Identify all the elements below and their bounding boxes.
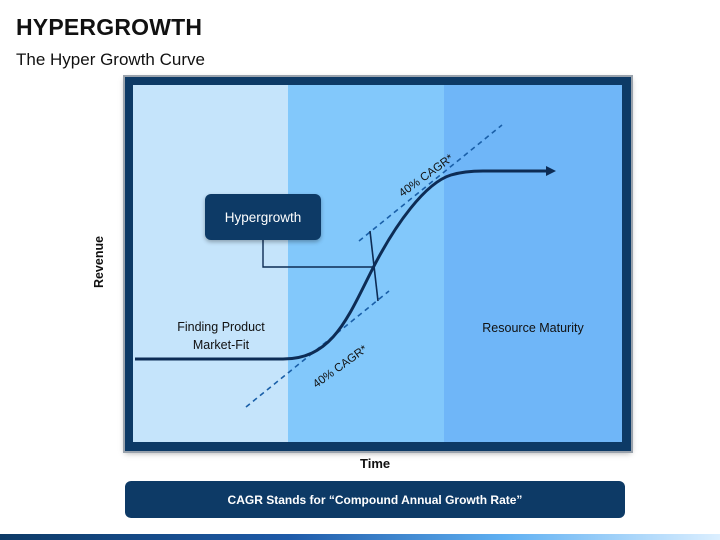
hypergrowth-callout: Hypergrowth <box>205 194 321 240</box>
x-axis-label: Time <box>360 456 391 471</box>
band-hypergrowth <box>288 85 444 442</box>
page-subtitle: The Hyper Growth Curve <box>16 50 205 69</box>
page-title: HYPERGROWTH <box>16 14 203 40</box>
hypergrowth-curve <box>135 166 556 361</box>
band-resource-maturity <box>444 85 622 442</box>
stage-label-resource-maturity: Resource Maturity <box>482 321 584 335</box>
band-finding-fit <box>133 85 288 442</box>
callout-leader <box>262 233 374 268</box>
stage-label-finding-fit: Finding Product Market-Fit <box>177 320 265 352</box>
tangent-line-top <box>358 124 503 242</box>
footer-accent-bar <box>0 534 720 540</box>
diagram-stage: Finding Product Market-Fit Resource Matu… <box>133 85 622 442</box>
cagr-definition-text: CAGR Stands for “Compound Annual Growth … <box>227 492 523 507</box>
growth-curve-svg <box>135 124 556 408</box>
cagr-definition-banner: CAGR Stands for “Compound Annual Growth … <box>125 481 625 518</box>
y-axis-label: Revenue <box>92 235 106 289</box>
